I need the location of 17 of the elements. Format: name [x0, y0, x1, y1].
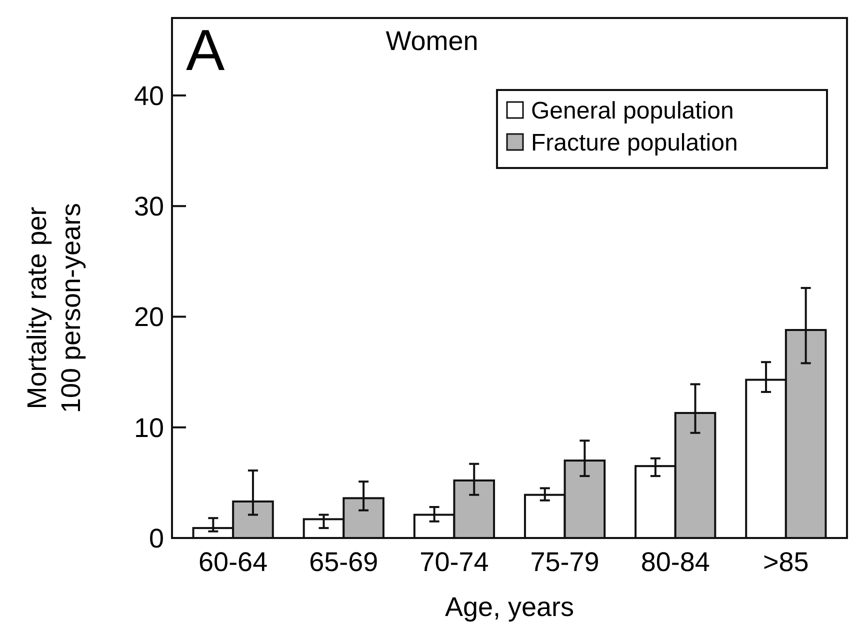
legend-label: Fracture population: [531, 129, 738, 156]
x-tick-label: 65-69: [309, 547, 378, 577]
x-tick-label: >85: [763, 547, 809, 577]
x-tick-label: 80-84: [640, 547, 710, 577]
y-tick-label: 20: [134, 302, 164, 332]
x-axis-title: Age, years: [444, 592, 574, 622]
y-tick-label: 0: [148, 523, 164, 554]
y-tick-label: 10: [134, 412, 164, 443]
x-tick-label: 60-64: [198, 547, 268, 577]
y-tick-label: 40: [134, 80, 164, 111]
annotation: A: [186, 18, 225, 83]
y-axis-title: Mortality rate per 100 person-years: [22, 202, 86, 414]
legend-label: General population: [531, 97, 734, 124]
y-tick-label: 30: [134, 192, 164, 222]
chart-title: Women: [386, 26, 478, 56]
x-tick-label: 75-79: [530, 547, 600, 577]
x-tick-label: 70-74: [420, 547, 489, 577]
